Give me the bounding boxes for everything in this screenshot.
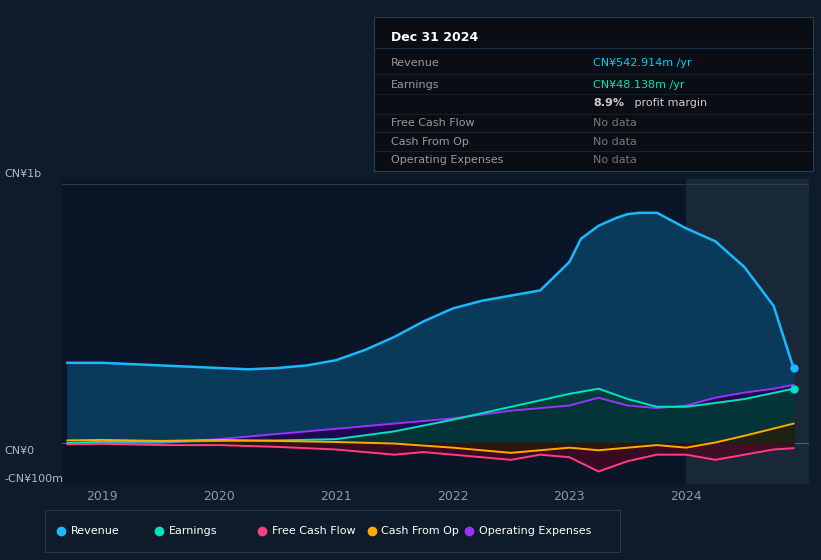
Text: Revenue: Revenue [391, 58, 440, 68]
Text: Cash From Op: Cash From Op [382, 526, 459, 535]
Text: Operating Expenses: Operating Expenses [479, 526, 591, 535]
Text: Revenue: Revenue [71, 526, 120, 535]
Text: Earnings: Earnings [391, 80, 439, 90]
Text: Free Cash Flow: Free Cash Flow [391, 118, 475, 128]
Text: CN¥0: CN¥0 [4, 446, 34, 456]
Text: -CN¥100m: -CN¥100m [4, 474, 63, 484]
Text: CN¥542.914m /yr: CN¥542.914m /yr [594, 58, 692, 68]
Text: Free Cash Flow: Free Cash Flow [273, 526, 355, 535]
Text: CN¥1b: CN¥1b [4, 169, 41, 179]
Text: CN¥48.138m /yr: CN¥48.138m /yr [594, 80, 685, 90]
Bar [686, 179, 809, 484]
Text: Dec 31 2024: Dec 31 2024 [391, 31, 479, 44]
Text: No data: No data [594, 118, 637, 128]
Text: 8.9%: 8.9% [594, 98, 624, 108]
Text: No data: No data [594, 155, 637, 165]
Text: Earnings: Earnings [169, 526, 218, 535]
Text: profit margin: profit margin [631, 98, 707, 108]
Text: No data: No data [594, 137, 637, 147]
Text: Operating Expenses: Operating Expenses [391, 155, 503, 165]
Text: Cash From Op: Cash From Op [391, 137, 469, 147]
